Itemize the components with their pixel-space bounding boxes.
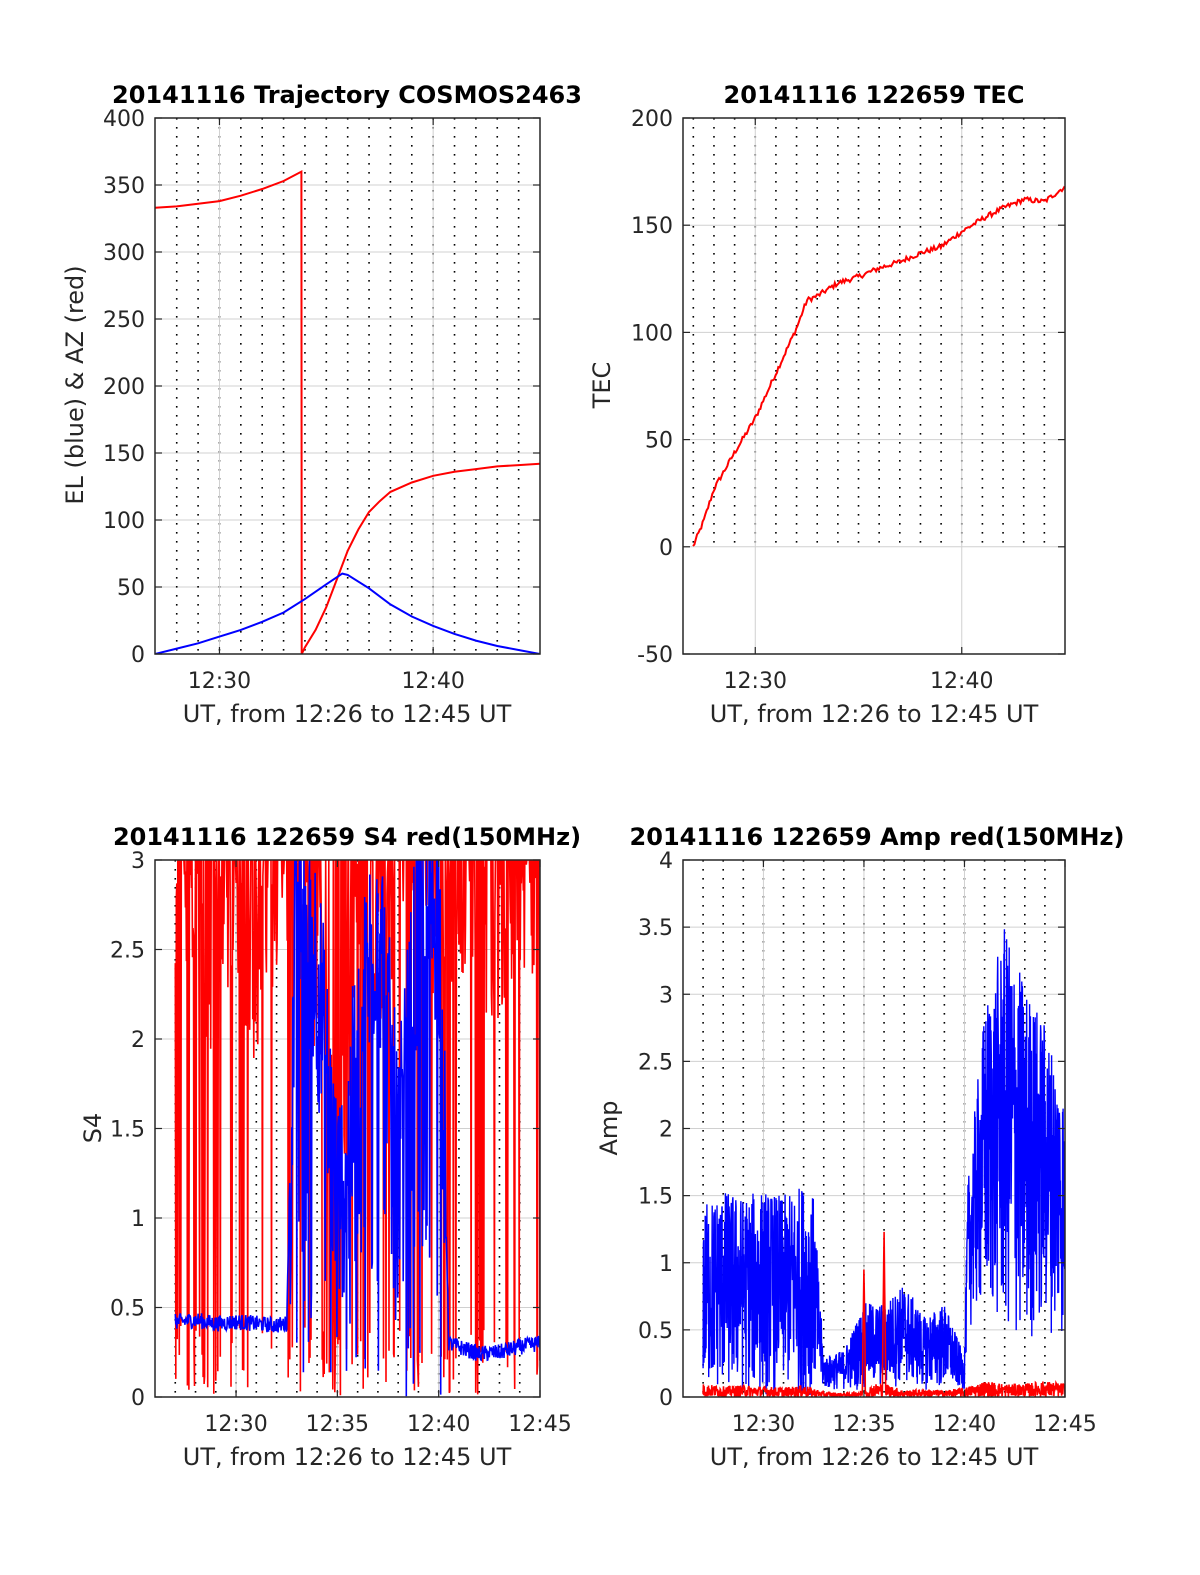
trajectory-title: 20141116 Trajectory COSMOS2463 (112, 81, 582, 109)
amp-ytick-label: 4 (659, 849, 673, 874)
s4-series-group (174, 860, 540, 1397)
s4-xtick-label: 12:35 (306, 1412, 369, 1437)
panel-tec: 20141116 122659 TEC -50 0 50 100 150 200 12:30… (588, 81, 1066, 728)
amp-xlabel: UT, from 12:26 to 12:45 UT (710, 1443, 1039, 1471)
s4-ytick-label: 2.5 (110, 939, 145, 964)
tec-xtick-label: 12:30 (724, 669, 787, 694)
trajectory-series-red (155, 169, 540, 654)
s4-ytick-label: 0.5 (110, 1297, 145, 1322)
tec-xlabel: UT, from 12:26 to 12:45 UT (710, 700, 1039, 728)
amp-ytick-label: 3 (659, 983, 673, 1008)
trajectory-ytick-label: 100 (103, 509, 145, 534)
trajectory-ylabel: EL (blue) & AZ (red) (61, 265, 89, 504)
s4-title: 20141116 122659 S4 red(150MHz) (113, 823, 581, 851)
amp-ylabel: Amp (595, 1100, 623, 1155)
s4-ytick-label: 1.5 (110, 1118, 145, 1143)
amp-xtick-label: 12:45 (1033, 1412, 1096, 1437)
tec-xtick-label: 12:40 (930, 669, 993, 694)
tec-ytick-label: 50 (645, 429, 673, 454)
trajectory-ytick-label: 150 (103, 442, 145, 467)
tec-axes-frame (682, 117, 1066, 655)
trajectory-xtick-label: 12:40 (401, 669, 464, 694)
amp-ytick-label: 0 (659, 1386, 673, 1411)
tec-ytick-label: 150 (631, 214, 673, 239)
trajectory-xlabel: UT, from 12:26 to 12:45 UT (183, 700, 512, 728)
trajectory-plot-area: 0 50 100 150 200 250 300 350 400 12:30 12:40 (103, 107, 541, 694)
tec-plot-area: -50 0 50 100 150 200 12:30 12:40 (631, 107, 1066, 694)
s4-series-red (174, 860, 540, 1396)
s4-plot-area: 0 0.5 1 1.5 2 2.5 3 12:30 12:35 12:40 12:45 (110, 849, 572, 1437)
tec-series-group (692, 185, 1065, 547)
panel-s4: 20141116 122659 S4 red(150MHz) 0 0.5 1 1.5 2… (79, 823, 581, 1471)
amp-xtick-label: 12:40 (933, 1412, 996, 1437)
s4-series-blue (174, 860, 540, 1397)
tec-ytick-label: 200 (631, 107, 673, 132)
amp-xtick-label: 12:35 (832, 1412, 895, 1437)
trajectory-ytick-label: 0 (131, 643, 145, 668)
amp-xtick-label: 12:30 (732, 1412, 795, 1437)
s4-ytick-label: 1 (131, 1207, 145, 1232)
panel-trajectory: 20141116 Trajectory COSMOS2463 0 50 100 150… (61, 81, 582, 728)
trajectory-ytick-label: 300 (103, 241, 145, 266)
amp-series-group (702, 929, 1065, 1397)
tec-title: 20141116 122659 TEC (724, 81, 1025, 109)
s4-ytick-label: 3 (131, 849, 145, 874)
trajectory-ytick-label: 250 (103, 308, 145, 333)
trajectory-series-group (155, 169, 540, 654)
amp-ytick-label: 2.5 (638, 1050, 673, 1075)
amp-ytick-label: 1.5 (638, 1185, 673, 1210)
tec-ytick-label: -50 (637, 643, 673, 668)
trajectory-ytick-label: 50 (117, 576, 145, 601)
trajectory-ytick-label: 200 (103, 375, 145, 400)
amp-ytick-label: 2 (659, 1118, 673, 1143)
amp-title: 20141116 122659 Amp red(150MHz) (630, 823, 1125, 851)
s4-xtick-label: 12:45 (508, 1412, 571, 1437)
amp-series-red (702, 1231, 1065, 1397)
amp-plot-area: 0 0.5 1 1.5 2 2.5 3 3.5 4 12:30 12:35 12:40 12:45 (638, 849, 1097, 1437)
amp-ytick-label: 0.5 (638, 1319, 673, 1344)
panel-amp: 20141116 122659 Amp red(150MHz) 0 0.5 1 1.5… (595, 823, 1124, 1471)
tec-ytick-label: 100 (631, 321, 673, 346)
trajectory-series-blue (155, 572, 540, 654)
amp-series-blue (702, 929, 1065, 1395)
s4-ylabel: S4 (79, 1113, 107, 1144)
s4-xlabel: UT, from 12:26 to 12:45 UT (183, 1443, 512, 1471)
tec-ytick-label: 0 (659, 536, 673, 561)
s4-ytick-label: 2 (131, 1028, 145, 1053)
tec-ylabel: TEC (588, 362, 616, 410)
s4-ytick-label: 0 (131, 1386, 145, 1411)
s4-xtick-label: 12:30 (204, 1412, 267, 1437)
tec-series-red (692, 185, 1065, 547)
trajectory-xtick-label: 12:30 (188, 669, 251, 694)
s4-xtick-label: 12:40 (407, 1412, 470, 1437)
trajectory-ytick-label: 400 (103, 107, 145, 132)
amp-ytick-label: 3.5 (638, 916, 673, 941)
trajectory-ytick-label: 350 (103, 174, 145, 199)
amp-ytick-label: 1 (659, 1252, 673, 1277)
